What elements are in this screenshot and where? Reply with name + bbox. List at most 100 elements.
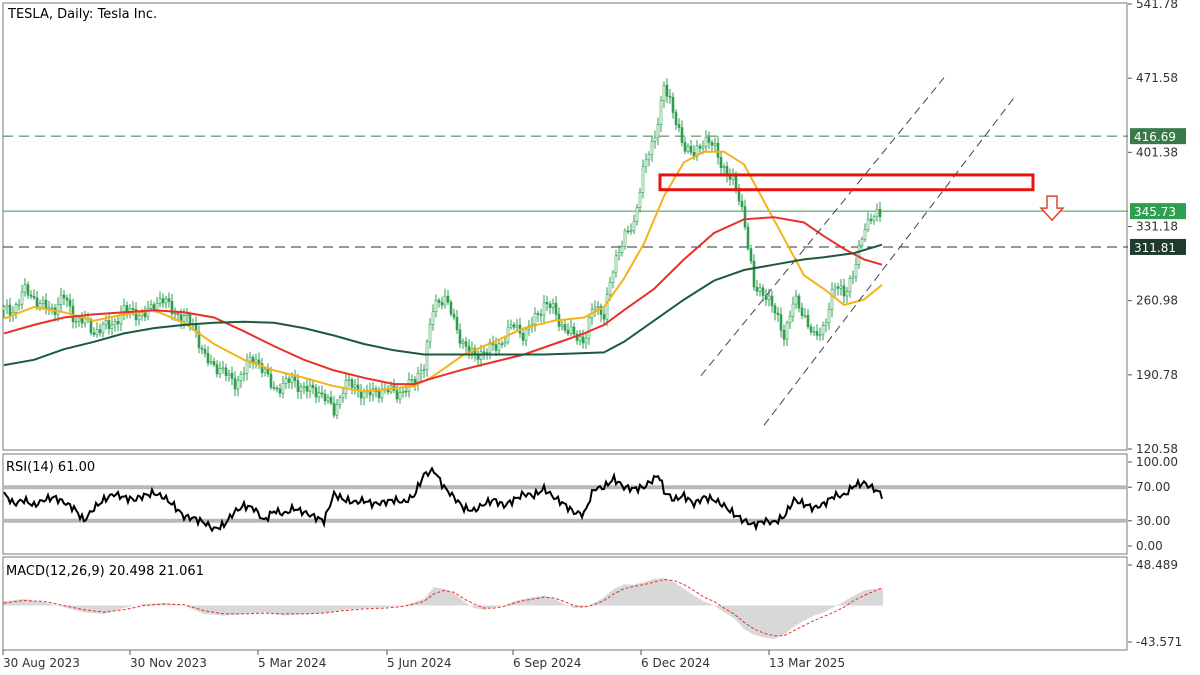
- price-levels: [3, 135, 1128, 248]
- candle-body: [404, 390, 408, 393]
- candle-body: [839, 285, 843, 289]
- candle-body: [644, 159, 648, 168]
- candle-body: [164, 298, 168, 304]
- candle-body: [203, 349, 207, 354]
- candle-body: [17, 303, 21, 306]
- x-tick-label: 5 Mar 2024: [258, 656, 326, 670]
- candle-body: [257, 359, 261, 364]
- candle-body: [299, 386, 303, 392]
- rsi-y-axis: 100.00 70.00 30.00 0.00: [1128, 455, 1178, 553]
- candle-body: [428, 324, 432, 343]
- candle-body: [500, 343, 504, 345]
- candle-body: [800, 307, 804, 316]
- candle-body: [20, 291, 24, 305]
- candle-body: [161, 298, 165, 304]
- candle-body: [563, 324, 567, 331]
- candle-body: [440, 302, 444, 306]
- macd-panel: [2, 556, 1128, 651]
- candle-body: [41, 299, 45, 304]
- candle-body: [647, 154, 651, 161]
- candle-body: [197, 331, 201, 349]
- candle-body: [689, 145, 693, 153]
- candle-body: [524, 328, 528, 341]
- candle-body: [629, 230, 633, 233]
- candle-body: [188, 313, 192, 325]
- candle-body: [761, 287, 765, 296]
- level-price-badge-text: 416.69: [1134, 130, 1176, 144]
- candle-body: [44, 299, 48, 310]
- candle-body: [341, 392, 345, 398]
- x-tick-label: 6 Dec 2024: [641, 656, 710, 670]
- candle-body: [8, 304, 12, 316]
- candle-body: [707, 137, 711, 143]
- candle-body: [686, 145, 690, 152]
- candle-body: [539, 314, 543, 316]
- candle-body: [239, 373, 243, 382]
- candle-body: [233, 378, 237, 390]
- candle-body: [605, 294, 609, 320]
- candle-body: [62, 294, 66, 299]
- candle-body: [767, 295, 771, 300]
- support-price-badge: [1130, 238, 1186, 255]
- candle-body: [461, 341, 465, 344]
- candle-body: [350, 379, 354, 388]
- candle-body: [815, 331, 819, 336]
- candle-body: [653, 137, 657, 142]
- candle-body: [98, 329, 102, 334]
- trend-channel: [700, 77, 1015, 426]
- candle-body: [458, 329, 462, 344]
- candle-body: [155, 303, 159, 311]
- candle-body: [455, 316, 459, 331]
- candle-body: [614, 255, 618, 273]
- candle-body: [617, 252, 621, 257]
- candle-body: [482, 351, 486, 354]
- x-axis: 30 Aug 2023 30 Nov 2023 5 Mar 2024 5 Jun 20…: [2, 650, 845, 670]
- candle-body: [545, 302, 549, 305]
- candle-body: [611, 271, 615, 283]
- candle-body: [209, 361, 213, 364]
- rsi-title: RSI(14) 61.00: [6, 460, 95, 475]
- candle-body: [275, 387, 279, 390]
- candle-body: [305, 386, 309, 392]
- candle-body: [263, 368, 267, 373]
- candle-body: [479, 351, 483, 360]
- candle-body: [77, 317, 81, 322]
- candle-body: [314, 387, 318, 398]
- candle-body: [206, 353, 210, 364]
- candle-body: [464, 341, 468, 347]
- candle-body: [449, 301, 453, 315]
- candle-body: [779, 314, 783, 331]
- candle-body: [494, 344, 498, 351]
- candle-body: [137, 315, 141, 321]
- x-tick-label: 30 Nov 2023: [130, 656, 207, 670]
- candle-body: [512, 324, 516, 328]
- candle-body: [134, 309, 138, 321]
- candle-body: [104, 320, 108, 325]
- candle-body: [395, 389, 399, 400]
- macd-signal-line: [3, 579, 883, 637]
- candle-body: [830, 288, 834, 310]
- down-arrow-icon: [1039, 195, 1065, 222]
- candle-body: [845, 291, 849, 297]
- candle-body: [860, 239, 864, 246]
- candle-body: [623, 230, 627, 247]
- candle-body: [290, 376, 294, 383]
- candle-body: [872, 216, 876, 222]
- candle-body: [668, 95, 672, 98]
- candle-body: [722, 166, 726, 168]
- candle-body: [221, 367, 225, 370]
- candle-body: [38, 303, 42, 308]
- y-tick-label: 541.78: [1136, 0, 1178, 11]
- candle-body: [248, 356, 252, 362]
- candle-body: [311, 384, 315, 389]
- candle-body: [236, 380, 240, 390]
- candle-body: [824, 322, 828, 326]
- candle-body: [554, 302, 558, 315]
- candle-body: [602, 314, 606, 320]
- candle-body: [752, 260, 756, 288]
- y-tick-label: 260.98: [1136, 294, 1178, 308]
- candle-body: [371, 388, 375, 396]
- candle-body: [113, 321, 117, 326]
- candle-body: [503, 341, 507, 345]
